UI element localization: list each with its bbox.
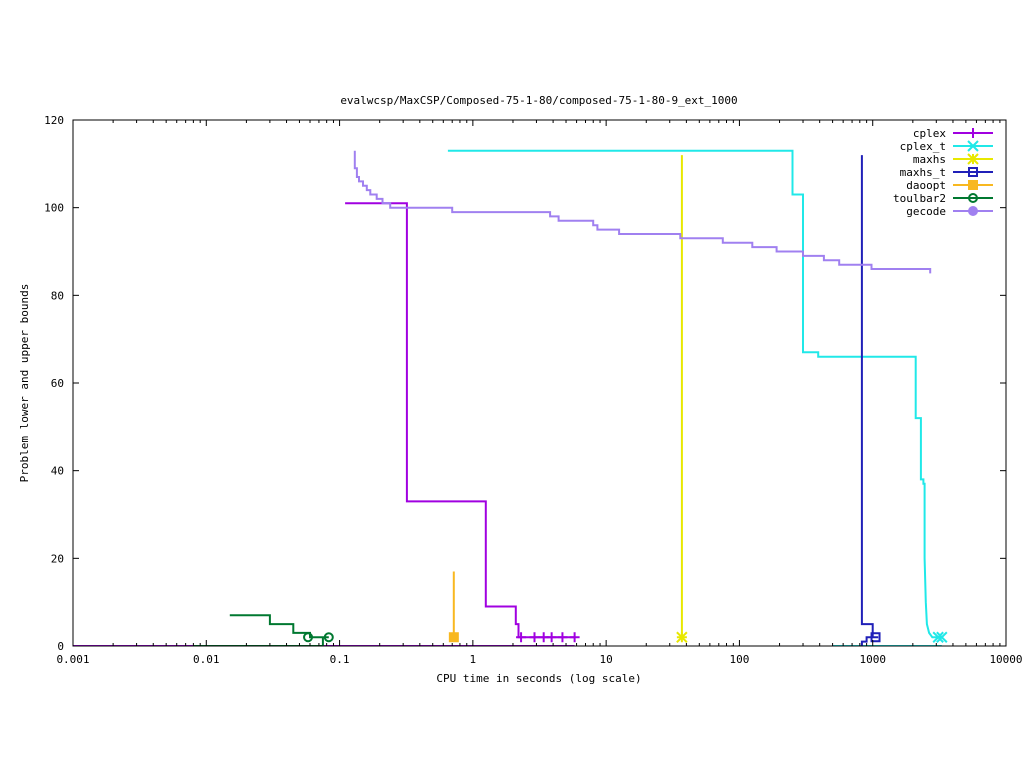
legend-marker (968, 193, 978, 203)
series-cplex-point (529, 632, 540, 643)
y-tick-label: 80 (51, 289, 64, 302)
x-tick-label: 1 (470, 653, 477, 666)
series-cplex_t-point (936, 631, 948, 643)
legend-marker (967, 140, 979, 152)
series-maxhs_t-upper-bound (860, 155, 879, 639)
x-axis: 0.001 0.01 0.1 1 10 100 1000 10000 (56, 120, 1023, 666)
series-maxhs-point (676, 631, 688, 643)
series-cplex-point (546, 632, 557, 643)
series-cplex (73, 202, 580, 646)
y-axis: 0 20 40 60 80 100 120 (44, 114, 1006, 653)
legend-entry-maxhs: maxhs (913, 153, 993, 166)
series-daoopt-point (448, 632, 459, 643)
plot-frame (72, 119, 1007, 647)
series-cplex_t-upper-bound (447, 149, 942, 639)
legend-entry-gecode: gecode (906, 205, 993, 218)
series-cplex-point (557, 632, 568, 643)
series-maxhs_t-point (870, 632, 881, 643)
legend-entry-toulbar2: toulbar2 (893, 192, 993, 205)
series-toulbar2 (193, 614, 334, 646)
x-tick-label: 0.01 (193, 653, 220, 666)
chart-title: evalwcsp/MaxCSP/Composed-75-1-80/compose… (340, 94, 737, 107)
series-maxhs_t-lower-bound (860, 636, 873, 646)
legend-label: gecode (906, 205, 946, 218)
legend-marker (968, 167, 978, 177)
y-tick-label: 60 (51, 377, 64, 390)
y-tick-label: 0 (57, 640, 64, 653)
x-tick-label: 0.1 (330, 653, 350, 666)
series-cplex-point (569, 632, 580, 643)
series-toulbar2-point (323, 632, 334, 643)
y-tick-label: 100 (44, 202, 64, 215)
series-toulbar2-upper-bound (229, 614, 329, 639)
legend-label: cplex_t (900, 140, 946, 153)
x-tick-label: 0.001 (56, 653, 89, 666)
series-cplex-upper-bound (345, 202, 575, 639)
legend-marker (968, 206, 978, 216)
series-layer (73, 149, 948, 646)
legend-entry-cplex_t: cplex_t (900, 140, 993, 153)
series-gecode (353, 150, 932, 274)
series-cplex-point (516, 632, 527, 643)
legend-entry-cplex: cplex (913, 127, 993, 140)
x-tick-label: 10 (600, 653, 613, 666)
y-tick-label: 20 (51, 552, 64, 565)
legend-label: maxhs_t (900, 166, 946, 179)
series-maxhs (676, 155, 688, 643)
legend-marker (967, 153, 979, 165)
x-tick-label: 1000 (859, 653, 886, 666)
series-cplex_t (447, 149, 948, 646)
legend-label: maxhs (913, 153, 946, 166)
y-axis-label: Problem lower and upper bounds (18, 284, 31, 483)
series-toulbar2-point (303, 632, 314, 643)
legend-marker (968, 180, 978, 190)
legend-label: cplex (913, 127, 946, 140)
legend-marker (968, 128, 978, 138)
x-tick-label: 10000 (989, 653, 1022, 666)
y-tick-label: 120 (44, 114, 64, 127)
series-cplex_t-point (932, 631, 944, 643)
x-axis-label: CPU time in seconds (log scale) (436, 672, 641, 685)
x-tick-label: 100 (729, 653, 749, 666)
y-tick-label: 40 (51, 465, 64, 478)
legend-label: toulbar2 (893, 192, 946, 205)
series-daoopt (448, 571, 459, 643)
series-gecode-upper-bound (353, 150, 932, 274)
series-maxhs_t (860, 155, 881, 646)
series-toulbar2-lower-bound (193, 637, 324, 646)
legend-entry-daoopt: daoopt (906, 179, 993, 192)
legend-label: daoopt (906, 179, 946, 192)
legend-entry-maxhs_t: maxhs_t (900, 166, 993, 179)
legend: cplexcplex_tmaxhsmaxhs_tdaoopttoulbar2ge… (893, 127, 993, 218)
